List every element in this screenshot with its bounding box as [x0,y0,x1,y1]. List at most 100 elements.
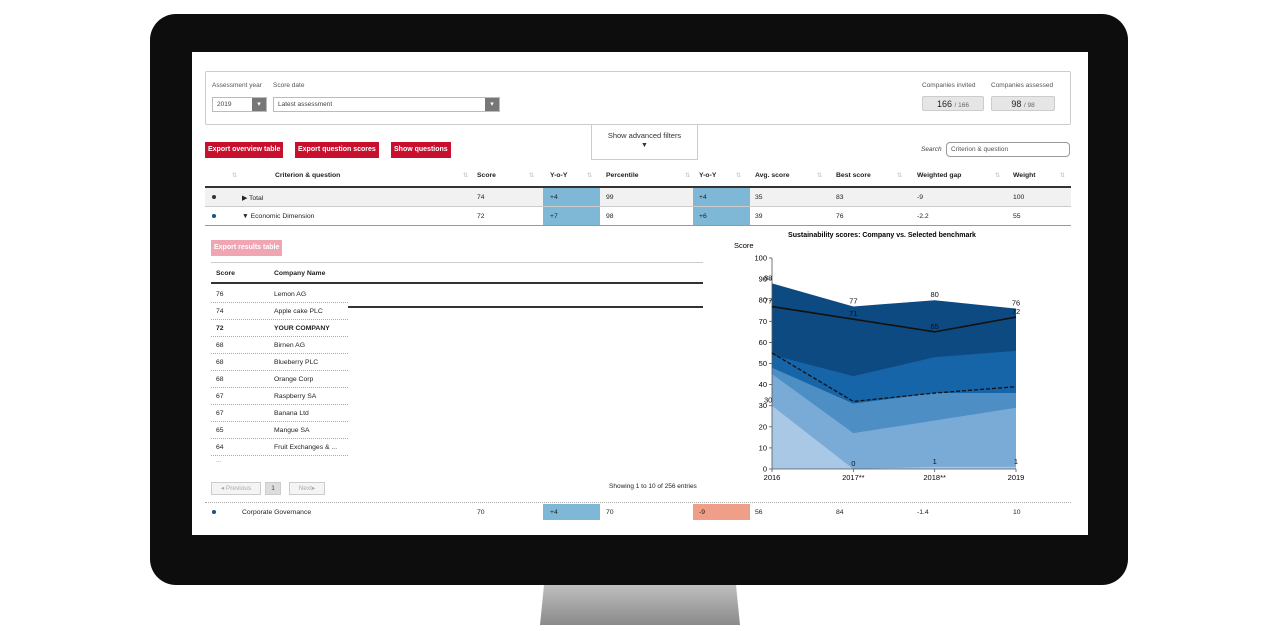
sort-icon[interactable]: ⇅ [463,173,469,179]
export-question-scores-button[interactable]: Export question scores [295,142,379,158]
list-item-name: YOUR COMPANY [274,325,330,332]
row-gap: -9 [917,194,924,201]
sort-icon[interactable]: ⇅ [995,173,1001,179]
row-yoy: +7 [550,213,558,220]
score-date-select[interactable]: Latest assessment ▾ [273,97,500,112]
results-col-company[interactable]: Company Name [274,270,326,277]
row-percentile: 70 [606,509,614,516]
list-item[interactable]: 74 Apple cake PLC [211,303,348,320]
row-score: 70 [477,509,485,516]
list-item-name: Lemon AG [274,291,307,298]
list-item[interactable]: 68 Blueberry PLC [211,354,348,371]
export-overview-button[interactable]: Export overview table [205,142,284,158]
search-input[interactable]: Criterion & question [946,142,1070,157]
x-tick-label: 2018** [923,473,946,482]
benchmark-line [771,352,1017,403]
list-item[interactable]: 76 Lemon AG [211,286,348,303]
yoy-highlight [693,207,750,225]
companies-assessed-total: / 98 [1023,102,1035,109]
data-label: 1 [933,457,937,466]
row-name: Corporate Governance [242,509,312,516]
score-chart: Sustainability scores: Company vs. Selec… [732,228,1032,488]
results-table-header: Score Company Name [211,262,703,284]
list-item[interactable]: 68 Orange Corp [211,371,348,388]
filter-panel: Assessment year 2019 ▾ Score date Latest… [205,71,1071,125]
row-weight: 100 [1013,194,1025,201]
data-label: 77 [849,297,857,306]
list-item-score: 68 [216,359,224,366]
sort-icon[interactable]: ⇅ [685,173,691,179]
previous-page-button[interactable]: ◂ Previous [211,482,261,495]
advanced-filters-label: Show advanced filters [607,131,682,140]
y-tick-label: 0 [763,465,767,474]
yoy-negative-highlight [693,504,750,520]
sort-icon[interactable]: ⇅ [232,173,238,179]
companies-assessed-value: 98 [1011,99,1022,109]
list-item-score: 72 [216,325,224,332]
col-yoy-percentile[interactable]: Y-o-Y [699,172,717,179]
company-score-line [771,305,1017,333]
row-marker [212,214,216,218]
yoy-highlight [543,504,600,520]
score-chart-svg: Sustainability scores: Company vs. Selec… [734,232,1024,482]
sort-icon[interactable]: ⇅ [817,173,823,179]
list-item[interactable]: 67 Raspberry SA [211,388,348,405]
chart-area-band-3 [772,374,1016,469]
companies-invited-count: 166 / 166 [922,96,984,111]
col-best-score[interactable]: Best score [836,172,871,179]
score-date-label: Score date [273,82,305,89]
row-best: 76 [836,213,844,220]
row-percentile: 99 [606,194,614,201]
y-tick-label: 100 [754,254,767,263]
sort-icon[interactable]: ⇅ [897,173,903,179]
list-item[interactable]: 65 Mangue SA [211,422,348,439]
y-tick-label: 80 [759,296,767,305]
results-col-score[interactable]: Score [216,270,235,277]
companies-invited-value: 166 [936,99,953,109]
show-questions-button[interactable]: Show questions [391,142,451,158]
sort-icon[interactable]: ⇅ [587,173,593,179]
list-item[interactable]: 67 Banana Ltd [211,405,348,422]
col-score[interactable]: Score [477,172,496,179]
col-avg-score[interactable]: Avg. score [755,172,790,179]
list-item-name: Raspberry SA [274,393,317,400]
col-criterion[interactable]: Criterion & question [275,172,341,179]
page-1-button[interactable]: 1 [265,482,281,495]
col-weighted-gap[interactable]: Weighted gap [917,172,962,179]
col-weight[interactable]: Weight [1013,172,1036,179]
row-score: 72 [477,213,485,220]
y-tick-label: 60 [759,338,767,347]
col-yoy[interactable]: Y-o-Y [550,172,568,179]
col-percentile[interactable]: Percentile [606,172,639,179]
export-results-button[interactable]: Export results table [211,240,283,256]
advanced-filters-toggle[interactable]: Show advanced filters ▼ [591,125,698,160]
data-label: 65 [930,322,938,331]
row-yoy2: -9 [699,509,706,516]
sort-icon[interactable]: ⇅ [736,173,742,179]
row-avg: 35 [755,194,763,201]
list-item-score: 65 [216,427,224,434]
chevron-down-icon: ▾ [485,98,499,111]
table-row-economic[interactable]: ▼ Economic Dimension 72 +7 98 +6 39 76 -… [205,207,1071,226]
table-row-total[interactable]: ▶ Total 74 +4 99 +4 35 83 -9 100 [205,188,1071,207]
sort-icon[interactable]: ⇅ [529,173,535,179]
row-avg: 39 [755,213,763,220]
row-yoy2: +6 [699,213,707,220]
row-gap: -2.2 [917,213,929,220]
list-item[interactable]: 64 Fruit Exchanges & ... [211,439,348,456]
data-label: 76 [1012,299,1020,308]
row-marker [212,195,216,199]
list-item[interactable]: 72 YOUR COMPANY [211,320,348,337]
assessment-year-select[interactable]: 2019 ▾ [212,97,267,112]
y-tick-label: 20 [759,422,767,431]
companies-assessed-count: 98 / 98 [991,96,1055,111]
list-item[interactable]: 68 Birnen AG [211,337,348,354]
sort-icon[interactable]: ⇅ [1060,173,1066,179]
table-row-governance[interactable]: Corporate Governance 70 +4 70 -9 56 84 -… [205,502,1071,522]
next-page-button[interactable]: Next▸ [289,482,325,495]
companies-assessed-label: Companies assessed [991,82,1054,89]
data-label: 88 [764,273,772,282]
list-item-name: Birnen AG [274,342,305,349]
search-label: Search [921,146,942,153]
data-label: 30 [764,396,772,405]
